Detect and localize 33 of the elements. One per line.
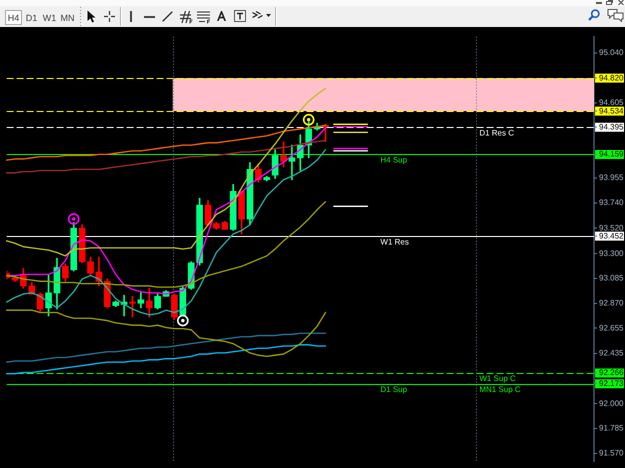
y-tick-label: 93.740 xyxy=(599,198,624,208)
y-tick-label: 92.435 xyxy=(599,348,624,358)
ref-line-label: D1 Sup xyxy=(380,384,408,394)
timeframe-button[interactable]: H4 xyxy=(5,10,22,25)
y-tick-label: 94.395 xyxy=(599,122,624,132)
point xyxy=(302,114,314,126)
y-tick-label: 93.300 xyxy=(599,248,624,258)
timeframe-button[interactable]: MN xyxy=(59,10,76,25)
y-tick-label: 94.159 xyxy=(599,150,624,159)
y-tick-label: 94.534 xyxy=(599,106,624,116)
annotation: MN1 Sup C xyxy=(479,384,521,394)
y-tick-label: 93.520 xyxy=(599,223,624,232)
timeframe-button[interactable]: D1 xyxy=(23,10,40,25)
y-tick-label: 95.040 xyxy=(599,48,624,57)
y-tick-label: 92.266 xyxy=(599,368,624,378)
y-tick-label: 91.570 xyxy=(599,448,624,458)
ref-line-label: W1 Sup C xyxy=(479,374,516,384)
y-tick-label: 93.452 xyxy=(599,231,624,240)
y-tick-label: 92.655 xyxy=(599,323,624,332)
timeframe-button[interactable]: W1 xyxy=(41,10,58,25)
y-tick-label: 92.173 xyxy=(599,378,624,388)
y-tick-label: 92.000 xyxy=(599,398,624,408)
ref-line-label: W1 Res xyxy=(380,237,409,246)
y-tick-label: 93.955 xyxy=(599,173,624,182)
point xyxy=(177,314,189,326)
y-tick-label: 93.085 xyxy=(599,274,624,283)
ref-line-label: H4 Sup xyxy=(380,156,408,165)
point xyxy=(68,213,80,225)
y-tick-label: 92.870 xyxy=(599,298,624,308)
y-tick-label: 94.820 xyxy=(599,73,624,82)
y-tick-label: 91.785 xyxy=(599,424,624,433)
ref-line-label: D1 Res C xyxy=(479,128,514,138)
y-tick-label: 94.605 xyxy=(599,98,624,108)
